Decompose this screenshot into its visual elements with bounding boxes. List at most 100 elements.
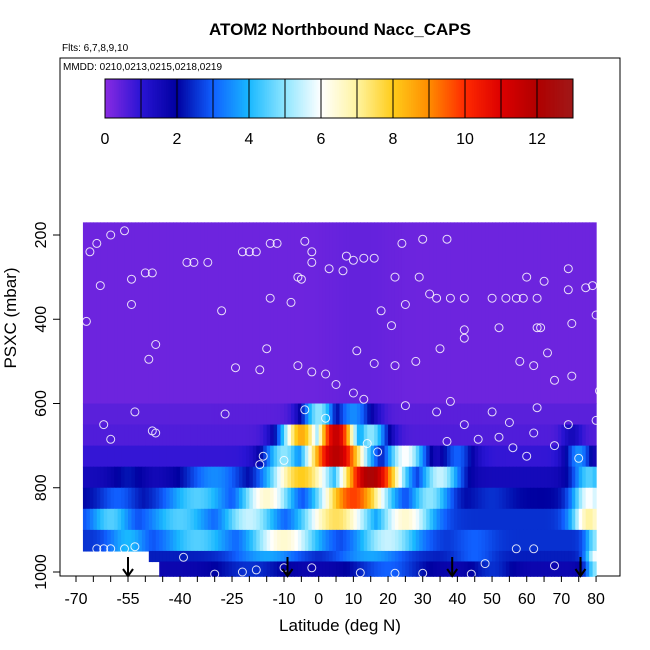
heatmap-cell — [266, 445, 271, 468]
heatmap-cell — [412, 561, 417, 577]
colorbar-segment — [400, 79, 403, 118]
heatmap-cell — [384, 561, 389, 577]
colorbar-segment — [189, 79, 192, 118]
heatmap-cell — [589, 403, 594, 426]
heatmap-cell — [186, 403, 192, 426]
heatmap-cell — [485, 445, 490, 468]
heatmap-cell — [485, 529, 490, 552]
heatmap-cell — [311, 529, 316, 552]
heatmap-cell — [374, 550, 379, 563]
y-tick-label: 400 — [33, 306, 50, 333]
heatmap-cell — [589, 222, 594, 405]
heatmap-cell — [498, 424, 504, 447]
heatmap-cell — [169, 445, 174, 468]
heatmap-cell — [176, 487, 181, 510]
colorbar-segment — [385, 79, 389, 118]
colorbar-segment — [342, 79, 345, 118]
heatmap-cell — [478, 222, 483, 405]
colorbar-segment — [146, 79, 149, 118]
colorbar-segment — [330, 79, 333, 118]
colorbar-segment — [119, 79, 122, 118]
heatmap-cell — [502, 445, 507, 468]
heatmap-cell — [322, 487, 327, 510]
heatmap-cell — [131, 529, 136, 552]
colorbar-segment — [196, 79, 200, 118]
heatmap-cell — [540, 445, 545, 468]
heatmap-cell — [495, 508, 500, 531]
heatmap-cell — [190, 466, 195, 489]
heatmap-cell — [429, 466, 434, 489]
colorbar-segment — [142, 79, 146, 118]
heatmap-cell — [173, 487, 178, 510]
heatmap-cell — [464, 466, 469, 489]
heatmap-cell — [204, 424, 209, 447]
heatmap-cell — [446, 403, 452, 426]
heatmap-cell — [356, 466, 361, 489]
heatmap-cell — [495, 445, 500, 468]
sample-point — [265, 293, 275, 303]
sample-point — [140, 268, 150, 278]
heatmap-cell — [571, 403, 576, 426]
heatmap-cell — [166, 561, 171, 577]
sample-point — [532, 403, 542, 413]
sample-point — [255, 460, 265, 470]
heatmap-cell — [481, 222, 486, 405]
heatmap-cell — [547, 508, 552, 531]
heatmap-cell — [377, 445, 382, 468]
colorbar-segment — [324, 79, 327, 118]
heatmap-cell — [592, 529, 597, 552]
heatmap-cell — [114, 487, 119, 510]
heatmap-cell — [342, 222, 348, 405]
heatmap-cell — [82, 403, 87, 426]
heatmap-cell — [346, 424, 351, 447]
heatmap-cell — [228, 222, 233, 405]
heatmap-cell — [232, 424, 237, 447]
heatmap-cell — [426, 529, 431, 552]
heatmap-cell — [197, 445, 202, 468]
heatmap-cell — [471, 403, 476, 426]
heatmap-cell — [263, 466, 268, 489]
heatmap-cell — [533, 487, 538, 510]
heatmap-cell — [526, 466, 531, 489]
heatmap-cell — [415, 403, 420, 426]
heatmap-cell — [537, 222, 542, 405]
colorbar-segment — [560, 79, 563, 118]
heatmap-cell — [103, 529, 108, 552]
heatmap-cell — [166, 508, 171, 531]
heatmap-cell — [284, 222, 289, 405]
colorbar-segment — [427, 79, 430, 118]
heatmap-cell — [294, 529, 299, 552]
heatmap-cell — [408, 403, 413, 426]
heatmap-cell — [346, 222, 351, 405]
heatmap-cell — [516, 403, 521, 426]
heatmap-cell — [360, 403, 365, 426]
heatmap-cell — [166, 424, 171, 447]
heatmap-cell — [478, 445, 483, 468]
heatmap-cell — [374, 561, 379, 577]
heatmap-cell — [180, 529, 185, 552]
heatmap-cell — [290, 529, 296, 552]
colorbar-segment — [544, 79, 547, 118]
heatmap-cell — [336, 508, 341, 531]
heatmap-cell — [259, 550, 264, 563]
colorbar-segment — [121, 79, 124, 118]
heatmap-cell — [485, 550, 490, 563]
colorbar-segment — [425, 79, 428, 118]
heatmap-cell — [401, 424, 406, 447]
heatmap-cell — [530, 550, 535, 563]
heatmap-cell — [200, 222, 205, 405]
heatmap-cell — [544, 561, 549, 577]
heatmap-cell — [315, 222, 320, 405]
heatmap-cell — [273, 424, 278, 447]
colorbar-segment — [177, 79, 180, 118]
heatmap-cell — [103, 487, 108, 510]
heatmap-cell — [152, 403, 157, 426]
heatmap-cell — [180, 550, 185, 563]
heatmap-cell — [360, 487, 365, 510]
heatmap-cell — [561, 487, 566, 510]
heatmap-cell — [273, 403, 278, 426]
heatmap-cell — [381, 403, 386, 426]
heatmap-cell — [422, 508, 427, 531]
heatmap-cell — [415, 424, 420, 447]
heatmap-cell — [86, 403, 91, 426]
